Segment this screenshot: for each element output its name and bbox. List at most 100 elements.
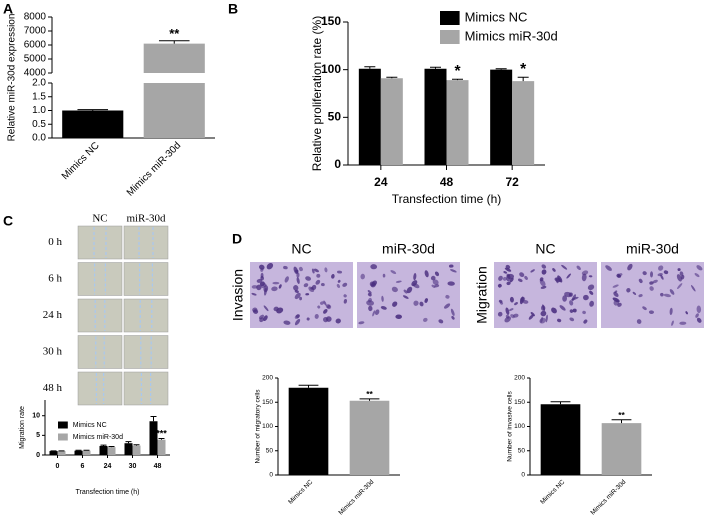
cell bbox=[390, 270, 397, 275]
cell bbox=[343, 294, 347, 298]
y-tick-label: 0 bbox=[269, 472, 273, 479]
y-tick-label: 150 bbox=[262, 399, 273, 406]
cell bbox=[576, 265, 581, 271]
x-tick-label: 48 bbox=[154, 463, 162, 470]
cell bbox=[370, 264, 378, 270]
cell bbox=[524, 275, 528, 280]
cell bbox=[391, 286, 398, 293]
annotation: ** bbox=[169, 26, 180, 41]
cell bbox=[671, 320, 674, 326]
cell bbox=[325, 304, 331, 309]
cell bbox=[316, 273, 321, 278]
cell bbox=[320, 301, 325, 305]
cell bbox=[259, 317, 264, 323]
y-tick-label: 1.5 bbox=[32, 91, 46, 102]
bar bbox=[540, 404, 581, 475]
cell bbox=[447, 281, 455, 286]
error-bar bbox=[386, 76, 398, 79]
y-tick-label: 0 bbox=[521, 472, 525, 479]
panel-label: A bbox=[3, 1, 13, 17]
cell bbox=[311, 268, 315, 274]
bar bbox=[74, 450, 83, 455]
error-bar bbox=[108, 446, 115, 448]
scratch-image bbox=[123, 371, 169, 406]
cell bbox=[305, 276, 312, 281]
cell bbox=[587, 284, 595, 291]
bar bbox=[490, 69, 513, 165]
cell bbox=[514, 302, 518, 306]
error-bar bbox=[364, 66, 376, 69]
bar bbox=[49, 451, 58, 455]
annotation: ** bbox=[618, 410, 625, 420]
cell bbox=[545, 314, 548, 323]
y-tick-label: 0 bbox=[334, 157, 341, 171]
scratch-image bbox=[77, 298, 123, 333]
cell bbox=[262, 283, 267, 287]
cell bbox=[562, 295, 567, 302]
cell bbox=[685, 311, 688, 315]
cell bbox=[263, 315, 268, 321]
cell bbox=[392, 301, 398, 307]
bar bbox=[601, 423, 642, 475]
cell bbox=[509, 308, 514, 311]
y-tick-label: 150 bbox=[321, 14, 341, 28]
bar bbox=[149, 421, 158, 455]
cell bbox=[432, 279, 439, 286]
cell bbox=[434, 284, 440, 288]
cell bbox=[658, 265, 664, 271]
cell bbox=[367, 290, 372, 294]
cell bbox=[679, 271, 684, 276]
cell bbox=[431, 284, 436, 288]
cell bbox=[337, 279, 341, 283]
cell bbox=[503, 271, 508, 274]
error-bar bbox=[611, 419, 632, 424]
cell bbox=[272, 281, 280, 285]
row-label: Migration bbox=[474, 266, 490, 324]
cell bbox=[299, 296, 303, 301]
cell bbox=[430, 275, 436, 281]
bar bbox=[99, 445, 108, 455]
cell bbox=[380, 306, 387, 310]
cell bbox=[679, 321, 687, 325]
annotation: * bbox=[454, 63, 461, 80]
cell bbox=[306, 317, 310, 321]
y-tick-label: 1.0 bbox=[32, 105, 46, 116]
x-tick-label: 24 bbox=[104, 463, 112, 470]
y-tick-label: 6000 bbox=[24, 40, 47, 51]
cell bbox=[445, 294, 450, 299]
cell bbox=[366, 300, 375, 306]
cell bbox=[557, 318, 562, 323]
cell bbox=[528, 314, 534, 320]
cell bbox=[395, 314, 402, 319]
cell bbox=[443, 303, 451, 309]
cell bbox=[648, 310, 655, 314]
cell bbox=[557, 275, 563, 283]
y-tick-label: 4000 bbox=[24, 68, 47, 79]
y-tick-label: 5000 bbox=[24, 54, 47, 65]
y-tick-label: 200 bbox=[514, 375, 525, 382]
cell bbox=[336, 283, 340, 288]
cell bbox=[519, 272, 525, 277]
y-tick-label: 50 bbox=[328, 110, 342, 124]
cell bbox=[663, 293, 672, 298]
row-label: 30 h bbox=[43, 346, 63, 358]
cell bbox=[507, 273, 515, 280]
cell bbox=[540, 316, 544, 323]
cell bbox=[367, 292, 372, 297]
bar bbox=[124, 443, 133, 455]
cell bbox=[284, 276, 289, 283]
cell bbox=[323, 300, 327, 306]
y-tick-label: 100 bbox=[514, 423, 525, 430]
cell bbox=[650, 271, 654, 278]
cell bbox=[539, 277, 544, 282]
column-label: NC bbox=[535, 241, 555, 257]
cell bbox=[652, 279, 658, 284]
cell bbox=[412, 283, 420, 289]
error-bar bbox=[298, 384, 319, 388]
cell bbox=[266, 262, 274, 270]
cell bbox=[323, 308, 328, 314]
cell bbox=[694, 273, 700, 278]
cell bbox=[372, 310, 376, 317]
bar bbox=[82, 450, 91, 455]
error-bar bbox=[100, 444, 107, 446]
